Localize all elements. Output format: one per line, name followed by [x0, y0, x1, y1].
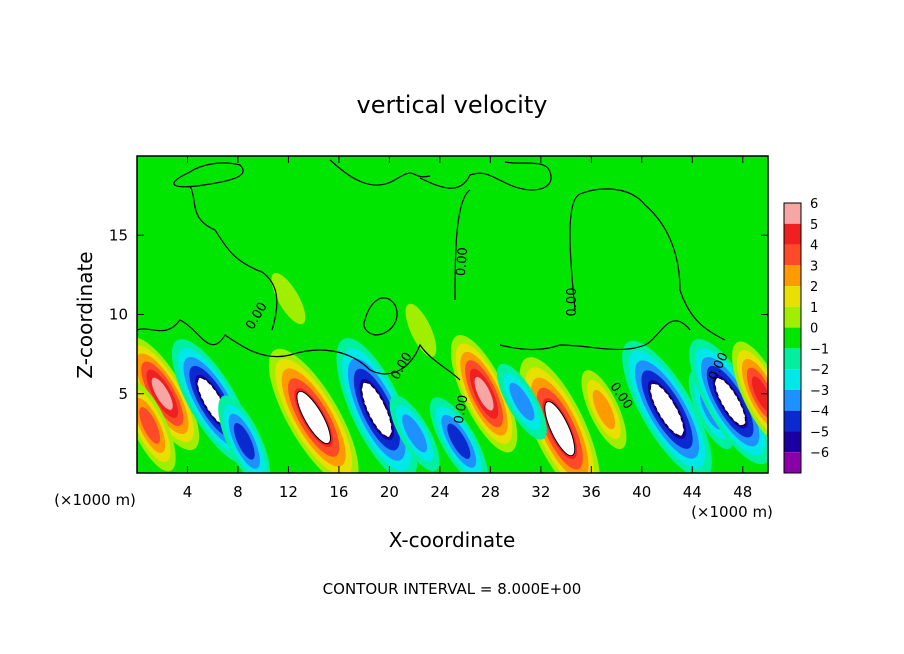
velocity-cell	[336, 338, 418, 473]
colorbar-swatch	[784, 327, 801, 349]
colorbar-swatch	[784, 389, 801, 411]
velocity-core	[296, 390, 331, 445]
velocity-cell	[429, 397, 488, 473]
velocity-cell	[389, 395, 440, 472]
colorbar-label: −5	[810, 425, 829, 440]
colorbar-swatch	[784, 223, 801, 245]
velocity-cell	[271, 273, 306, 325]
velocity-core	[361, 381, 393, 438]
x-axis-ticks: 4 8 12 16 20 24 28 32 36 40 44 48	[183, 156, 752, 501]
velocity-band	[474, 376, 494, 411]
zero-contours	[137, 159, 726, 381]
colorbar-frame	[783, 202, 802, 474]
colorbar-swatch	[784, 244, 801, 266]
y-tick-label: 15	[109, 226, 128, 244]
velocity-band	[592, 389, 616, 430]
colorbar-label: 0	[810, 322, 818, 337]
x-tick-label: 16	[329, 483, 348, 501]
colorbar-swatch	[784, 306, 801, 328]
colorbar-swatch	[784, 431, 801, 453]
zero-contour-line	[499, 320, 691, 351]
velocity-band	[402, 414, 428, 453]
zero-contour-line	[454, 189, 471, 301]
colorbar-label: −6	[810, 446, 829, 461]
velocity-cell	[268, 348, 359, 473]
colorbar-label: −2	[810, 363, 829, 378]
x-unit-right: (×1000 m)	[691, 503, 773, 521]
x-tick-label: 24	[430, 483, 449, 501]
colorbar-label: 4	[810, 239, 818, 254]
colorbar-label: 3	[810, 259, 818, 274]
velocity-band	[447, 423, 471, 459]
colorbar-swatch	[784, 410, 801, 432]
velocity-band	[233, 422, 255, 460]
velocity-cell	[137, 379, 176, 472]
velocity-cell	[218, 395, 271, 473]
x-tick-label: 48	[733, 483, 752, 501]
velocity-core	[649, 383, 685, 437]
x-unit-left: (×1000 m)	[54, 491, 136, 509]
x-tick-label: 44	[683, 483, 702, 501]
contour-label: 0.00	[452, 394, 472, 425]
colorbar-swatch	[784, 452, 801, 473]
x-tick-label: 4	[183, 483, 193, 501]
velocity-cell	[519, 357, 601, 473]
zero-contour-line	[189, 185, 278, 331]
zero-contour-line	[419, 161, 552, 191]
velocity-band	[405, 303, 437, 357]
velocity-cell	[496, 363, 547, 440]
velocity-cell	[622, 340, 712, 473]
zero-contour-line	[173, 162, 244, 188]
velocity-core	[544, 400, 576, 457]
colorbar-label: 5	[810, 218, 818, 233]
zero-contour-line	[137, 319, 461, 381]
velocity-band	[139, 407, 161, 444]
x-tick-label: 32	[531, 483, 550, 501]
x-tick-label: 40	[632, 483, 651, 501]
x-tick-label: 8	[233, 483, 243, 501]
colorbar-swatch	[784, 369, 801, 390]
velocity-cell	[450, 335, 518, 453]
y-axis-label: Z-coordinate	[73, 251, 97, 378]
colorbar-label: 1	[810, 301, 818, 316]
colorbar-swatch	[784, 286, 801, 307]
colorbar-label: −3	[810, 384, 829, 399]
velocity-band	[271, 273, 306, 325]
colorbar-label: 6	[810, 197, 818, 212]
x-tick-label: 12	[279, 483, 298, 501]
velocity-core	[714, 377, 746, 426]
colorbar: 6 5 4 3 2 1 0 −1 −2 −3 −4 −5 −6	[783, 197, 829, 474]
x-tick-label: 20	[380, 483, 399, 501]
x-tick-label: 36	[582, 483, 601, 501]
velocity-cell	[137, 337, 200, 451]
contour-label: 0.00	[565, 288, 580, 317]
contour-label: 0.00	[454, 247, 471, 277]
colorbar-swatch	[784, 348, 801, 370]
colorbar-swatch	[784, 203, 801, 224]
chart-title: vertical velocity	[357, 91, 548, 119]
x-tick-label: 28	[481, 483, 500, 501]
colorbar-label: −1	[810, 342, 829, 357]
velocity-band	[509, 382, 535, 421]
y-tick-label: 5	[118, 385, 128, 403]
velocity-cell	[405, 303, 437, 357]
colorbar-swatch	[784, 265, 801, 287]
zero-contour-line	[569, 188, 726, 341]
velocity-cell	[581, 370, 627, 450]
y-axis-ticks: 5 10 15	[109, 226, 768, 403]
velocity-band	[151, 377, 173, 410]
velocity-cell	[689, 339, 768, 465]
zero-contour-line	[329, 159, 431, 186]
colorbar-label: −4	[810, 405, 829, 420]
contour-interval-note: CONTOUR INTERVAL = 8.000E+00	[323, 580, 582, 598]
x-axis-label: X-coordinate	[389, 528, 516, 552]
colorbar-label: 2	[810, 280, 818, 295]
zero-contour-line	[363, 297, 398, 336]
y-tick-label: 10	[109, 306, 128, 324]
